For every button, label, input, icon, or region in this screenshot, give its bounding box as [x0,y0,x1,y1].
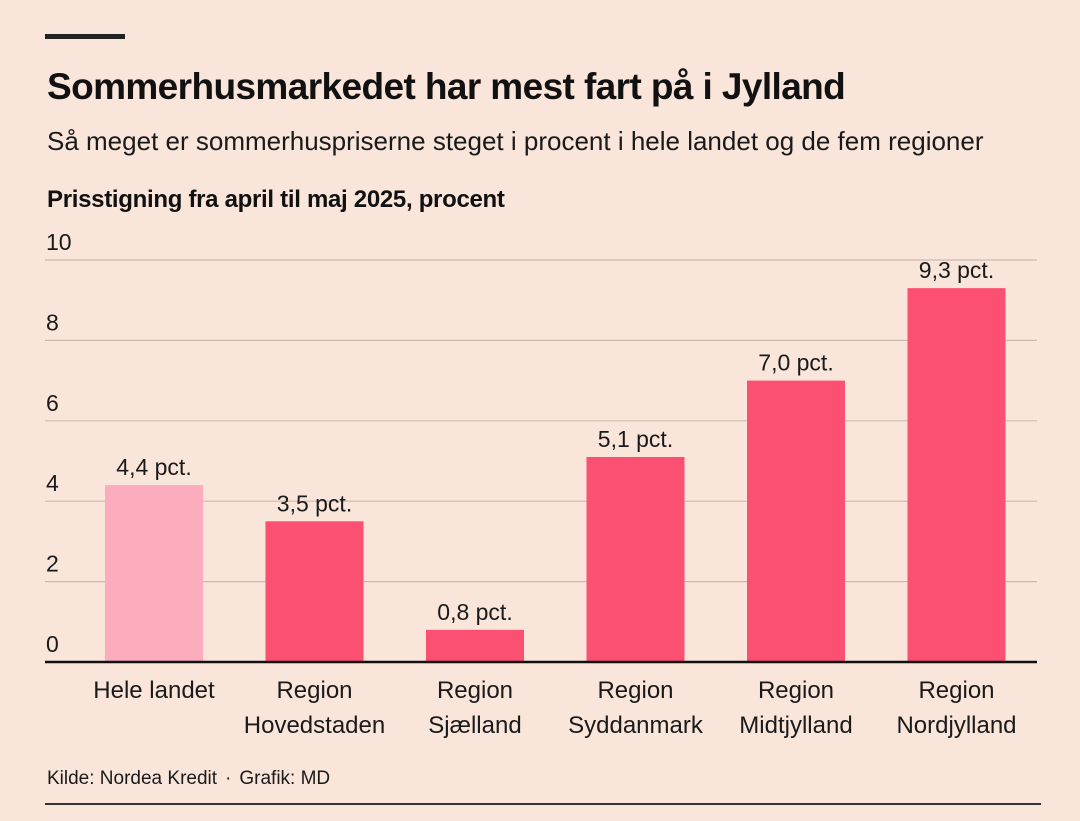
bar [426,629,524,662]
source-credit: Kilde: Nordea Kredit [47,768,218,789]
data-label: 4,4 pct. [116,454,191,480]
x-tick-label: Sjælland [428,712,521,739]
x-tick-label: Midtjylland [739,712,852,739]
bar [105,485,203,662]
footer: Kilde: Nordea Kredit · Grafik: MD [47,768,330,790]
data-label: 5,1 pct. [598,426,673,452]
y-tick-label: 6 [46,390,59,416]
graphic-credit: Grafik: MD [239,768,331,789]
x-tick-label: Hele landet [93,677,215,704]
x-tick-label: Region [918,677,994,704]
page-title: Sommerhusmarkedet har mest fart på i Jyl… [47,66,846,107]
bar [747,380,845,662]
bar-chart: 0 2 4 6 8 10 4,4 pct. Hele landet 3,5 pct. Region… [45,229,1037,739]
chart-title: Prisstigning fra april til maj 2025, pro… [47,186,505,213]
x-tick-label: Region [437,677,513,704]
y-tick-label: 0 [46,631,59,657]
data-label: 3,5 pct. [277,490,352,516]
y-tick-label: 2 [46,551,59,577]
x-tick-label: Region [597,677,673,704]
x-tick-label: Hovedstaden [244,712,385,739]
y-tick-label: 4 [46,470,59,496]
bar [907,288,1006,662]
bar [586,456,685,662]
data-label: 7,0 pct. [758,350,833,376]
x-tick-label: Syddanmark [568,712,704,739]
y-tick-label: 8 [46,309,59,335]
footer-separator: · [225,768,232,789]
x-tick-label: Region [758,677,834,704]
bottom-rule [45,803,1041,805]
data-label: 9,3 pct. [919,257,994,283]
data-label: 0,8 pct. [437,599,512,625]
y-tick-label: 10 [46,229,72,255]
page-subtitle: Så meget er sommerhuspriserne steget i p… [47,126,984,156]
bar [265,521,364,662]
x-tick-label: Region [276,677,352,704]
top-rule [45,34,125,39]
x-tick-label: Nordjylland [896,712,1016,739]
